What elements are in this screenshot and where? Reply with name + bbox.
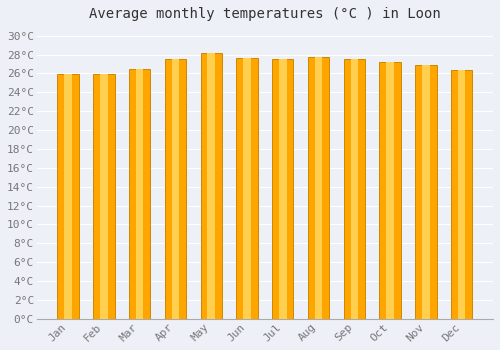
Bar	[165, 59, 186, 319]
Bar	[136, 69, 143, 319]
Bar	[415, 65, 436, 319]
Bar	[451, 70, 472, 319]
Bar	[380, 62, 401, 319]
Bar	[315, 57, 322, 319]
Bar	[129, 69, 150, 319]
Bar	[58, 75, 79, 319]
Bar	[350, 59, 358, 319]
Bar	[272, 59, 293, 319]
Bar	[386, 62, 394, 319]
Bar	[422, 65, 430, 319]
Bar	[93, 75, 114, 319]
Bar	[100, 75, 108, 319]
Bar	[200, 53, 222, 319]
Bar	[279, 59, 286, 319]
Bar	[308, 57, 330, 319]
Bar	[64, 75, 72, 319]
Bar	[236, 58, 258, 319]
Bar	[458, 70, 466, 319]
Bar	[244, 58, 251, 319]
Bar	[172, 59, 179, 319]
Bar	[208, 53, 215, 319]
Bar	[344, 59, 365, 319]
Title: Average monthly temperatures (°C ) in Loon: Average monthly temperatures (°C ) in Lo…	[89, 7, 441, 21]
